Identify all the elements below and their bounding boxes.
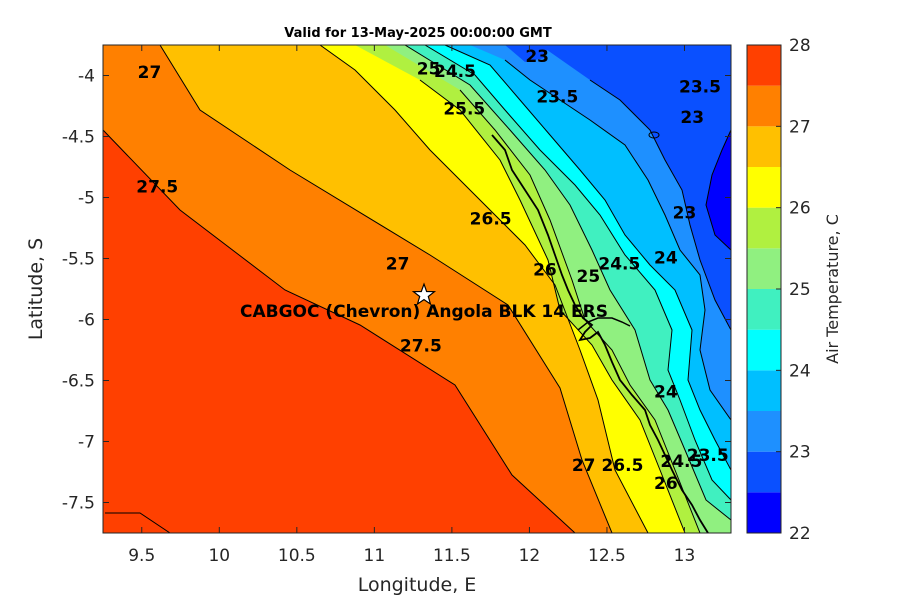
- contour-value-label: 27: [386, 255, 410, 275]
- contour-value-label: 23: [680, 108, 704, 128]
- colorbar-swatch: [747, 126, 781, 167]
- colorbar-label: Air Temperature, C: [823, 214, 842, 364]
- temperature-fill-field: [103, 45, 731, 533]
- station-label: CABGOC (Chevron) Angola BLK 14 ERS: [240, 302, 608, 322]
- contour-lines: [103, 45, 731, 533]
- contour-value-label: 25.5: [443, 100, 485, 120]
- y-tick-label: -6.5: [62, 372, 95, 392]
- contour-value-label: 24: [654, 249, 678, 269]
- colorbar-swatch: [747, 411, 781, 452]
- contour-value-label: 27.5: [400, 336, 442, 356]
- colorbar-swatch: [747, 329, 781, 371]
- colorbar-tick-label: 25: [789, 280, 811, 300]
- x-tick-label: 12: [519, 546, 541, 566]
- contour-value-label: 24.5: [598, 255, 640, 275]
- colorbar-tick-label: 28: [789, 36, 811, 56]
- x-tick-label: 12.5: [588, 546, 626, 566]
- y-axis-label: Latitude, S: [25, 238, 47, 340]
- contour-value-label: 26: [654, 474, 678, 494]
- contour-value-label: 26: [533, 261, 557, 281]
- plot-area-frame: [102, 44, 732, 534]
- colorbar-swatch: [747, 451, 781, 493]
- colorbar-swatch: [747, 370, 781, 411]
- colorbar-tick-label: 24: [789, 361, 811, 381]
- x-tick-label: 9.5: [128, 546, 155, 566]
- contour-value-label: 26.5: [470, 209, 512, 229]
- contour-value-label: 23.5: [687, 446, 729, 466]
- x-tick-label: 11: [364, 546, 386, 566]
- colorbar-swatch: [747, 85, 781, 127]
- contour-value-label: 24.5: [660, 452, 702, 472]
- y-tick-label: -6: [78, 311, 95, 331]
- contour-value-label: 23.5: [536, 87, 578, 107]
- contour-value-label: 25: [577, 267, 601, 287]
- y-tick-label: -7.5: [62, 494, 95, 514]
- x-tick-label: 10.5: [278, 546, 316, 566]
- contour-value-label: 24: [654, 383, 678, 403]
- y-tick-label: -4.5: [62, 128, 95, 148]
- y-tick-label: -7: [78, 433, 95, 453]
- x-tick-label: 10: [208, 546, 230, 566]
- contour-value-label: 23: [673, 203, 697, 223]
- coastline: [491, 134, 709, 533]
- colorbar-tick-label: 23: [789, 443, 811, 463]
- colorbar-swatch: [747, 289, 781, 330]
- colorbar: 22 23 24 25 26 27 28: [746, 36, 811, 544]
- x-tick-label: 13: [674, 546, 696, 566]
- contour-value-label: 23: [525, 47, 549, 67]
- colorbar-tick-label: 27: [789, 117, 811, 137]
- contour-value-label: 25: [417, 59, 441, 79]
- colorbar-swatch: [747, 207, 781, 249]
- colorbar-swatch: [747, 248, 781, 289]
- x-tick-label: 11.5: [433, 546, 471, 566]
- contour-value-label: 27: [572, 456, 596, 476]
- colorbar-tick-label: 26: [789, 199, 811, 219]
- contour-value-label: 26.5: [601, 456, 643, 476]
- y-tick-label: -4: [78, 67, 95, 87]
- y-axis: -4 -4.5 -5 -5.5 -6 -6.5 -7 -7.5: [62, 67, 731, 514]
- x-axis: 9.5 10 10.5 11 11.5 12 12.5 13: [128, 45, 695, 566]
- contour-value-label: 23.5: [679, 78, 721, 98]
- colorbar-swatch: [747, 492, 781, 533]
- contour-value-label: 27.5: [136, 178, 178, 198]
- contour-value-label: 27: [138, 63, 162, 83]
- y-tick-label: -5: [78, 189, 95, 209]
- y-tick-label: -5.5: [62, 250, 95, 270]
- contour-value-label: 24.5: [434, 62, 476, 82]
- station-marker: CABGOC (Chevron) Angola BLK 14 ERS: [240, 282, 608, 322]
- colorbar-swatch: [747, 45, 781, 86]
- star-icon: [411, 282, 437, 306]
- x-axis-label: Longitude, E: [358, 574, 477, 596]
- colorbar-swatch: [747, 167, 781, 208]
- colorbar-tick-label: 22: [789, 524, 811, 544]
- chart-title: Valid for 13-May-2025 00:00:00 GMT: [284, 26, 552, 41]
